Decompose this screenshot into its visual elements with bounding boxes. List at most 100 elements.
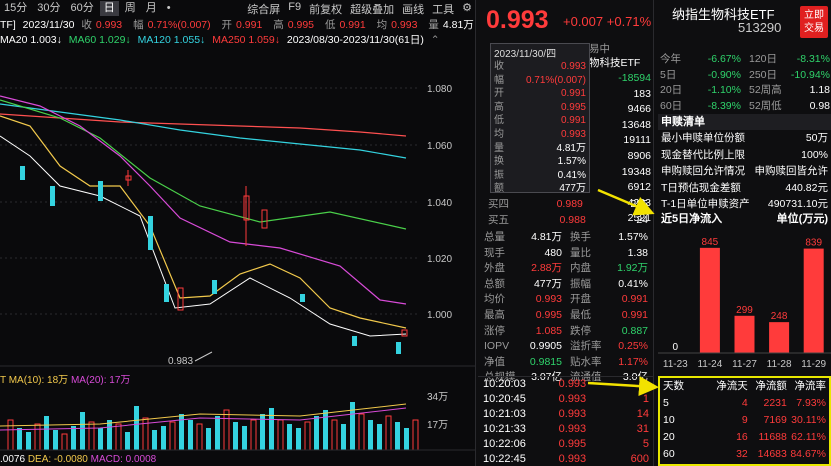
volume-bar	[395, 422, 400, 450]
ma20-line	[0, 95, 407, 305]
trade-tick-row: 10:20:45 0.993 1	[483, 393, 649, 405]
macd-legend: .0076 DEA: -0.0080 MACD: 0.0008	[0, 454, 157, 465]
flow-bar	[699, 247, 720, 353]
menu-overlay[interactable]: 超级叠加	[350, 3, 395, 16]
trade-ticks: 10:20:03 0.993 1 10:20:45 0.993 1 10:21:03 0.99…	[478, 376, 654, 466]
tooltip-row: 幅 0.71%(0.007)	[494, 74, 586, 86]
kline-chart-panel[interactable]: 15分 30分 60分 日 周 月 • 综合屏 F9 前复权 超级叠加 画线 工…	[0, 0, 476, 466]
tooltip-row: 收 0.993	[494, 61, 586, 72]
flow-value-label: 299	[736, 305, 753, 316]
performance-row: 5日 -0.90% 250日 -10.94%	[660, 68, 830, 81]
y-label-1060: 1.060	[427, 141, 452, 152]
trade-tick-row: 10:22:45 0.993 600	[483, 453, 649, 465]
redeem-row: 申购赎回允许情况 申购赎回皆允许	[661, 165, 828, 177]
volume-bar	[350, 402, 355, 450]
menu-adjust[interactable]: 前复权	[309, 3, 343, 16]
volume-bar	[71, 426, 76, 450]
volume-bar	[98, 428, 103, 450]
ma120-line	[0, 103, 407, 159]
ma5-line	[0, 135, 407, 337]
tooltip-row: 均 0.993	[494, 128, 586, 140]
fund-code: 513290	[738, 20, 782, 35]
stats-row: 均价 0.993 开盘 0.991	[484, 293, 648, 306]
volume-bar	[233, 422, 238, 450]
menu-f9[interactable]: F9	[288, 0, 302, 13]
volume-bar	[115, 423, 122, 451]
tab-day[interactable]: 日	[99, 1, 119, 16]
volume-bar	[296, 428, 301, 450]
volume-bar	[44, 416, 49, 450]
candles	[20, 166, 408, 354]
ma-legend: MA20 1.003↓ MA60 1.029↓ MA120 1.055↓ MA2…	[0, 32, 475, 46]
volume-bar	[188, 420, 193, 450]
ma60-line	[0, 99, 407, 230]
volume-bar	[287, 424, 292, 450]
volume-bar	[404, 428, 409, 450]
volume-bar	[107, 420, 112, 450]
flow-stats-row: 60 32 14683 84.67%	[663, 448, 826, 460]
flow-stats-row: 5 4 2231 7.93%	[663, 397, 826, 409]
trade-now-button[interactable]: 立即 交易	[800, 6, 828, 38]
flow-bar	[734, 315, 755, 353]
volume-bar	[412, 419, 419, 451]
y-label-1040: 1.040	[427, 198, 452, 209]
stats-row: 涨停 1.085 跌停 0.887	[484, 324, 648, 337]
flow-title: 近5日净流入	[661, 213, 723, 225]
menu-tools[interactable]: 工具	[432, 3, 455, 16]
current-price: 0.993	[486, 6, 549, 34]
tooltip-row: 换 1.57%	[494, 156, 586, 168]
candle-tooltip: 2023/11/30/四 收 0.993 幅 0.71%(0.007) 开 0.991 高 0…	[490, 43, 590, 194]
flow-bar	[769, 322, 790, 353]
volume-bar	[277, 419, 284, 451]
period-toolbar: 15分 30分 60分 日 周 月 • 综合屏 F9 前复权 超级叠加 画线 工…	[0, 0, 475, 17]
volume-bar	[358, 413, 365, 451]
stats-row: IOPV 0.9905 溢折率 0.25%	[484, 340, 648, 353]
stats-row: 净值 0.9815 贴水率 1.17%	[484, 355, 648, 368]
volume-bar	[242, 426, 247, 450]
volume-bar	[161, 426, 166, 450]
flow-value-label: 248	[771, 311, 788, 322]
volume-bar	[88, 421, 95, 451]
ma250-label: MA250 1.059↓	[212, 34, 280, 46]
flow-x-label: 11-29	[801, 359, 826, 370]
flow-value-label: 839	[805, 238, 822, 249]
vol-tick-34: 34万	[427, 392, 448, 403]
volume-bar	[341, 424, 346, 450]
redeem-title: 申赎清单	[658, 114, 831, 130]
flow-value-label: 845	[702, 237, 719, 248]
trade-tick-row: 10:20:03 0.993 1	[483, 378, 649, 390]
ma250-line	[0, 113, 407, 137]
dot-menu-icon[interactable]: •	[166, 2, 171, 14]
flow-stats-row: 20 16 11688 62.11%	[663, 431, 826, 443]
flow-stats-table: 天数 净流天 净流额 净流率 5 4 2231 7.93% 10 9 7169 30.11% 20 16…	[658, 376, 831, 466]
tab-30min[interactable]: 30分	[37, 2, 61, 14]
stats-row: 现手 480 量比 1.38	[484, 246, 648, 259]
trade-tick-row: 10:21:33 0.993 31	[483, 423, 649, 435]
settings-gear-icon[interactable]: ⚙	[462, 1, 472, 14]
buy-orders: 买四 0.989 235 买五 0.988 24	[488, 198, 648, 226]
tab-week[interactable]: 周	[124, 2, 136, 14]
menu-overview[interactable]: 综合屏	[247, 3, 281, 16]
volume-bar	[169, 421, 176, 451]
quote-line: TF] 2023/11/30 收 0.993 幅 0.71%(0.007) 开 0.9…	[0, 19, 474, 31]
volume-bar	[17, 428, 22, 450]
collapse-icon[interactable]: ⌃	[430, 34, 440, 46]
stats-row: 总额 477万 振幅 0.41%	[484, 277, 648, 290]
vol-ma10-line	[0, 403, 407, 427]
volume-bar	[215, 416, 220, 450]
volume-bar	[377, 424, 382, 450]
tab-month[interactable]: 月	[145, 2, 157, 14]
flow-stats-row: 10 9 7169 30.11%	[663, 414, 826, 426]
redeem-row: 最小申赎单位份额 50万	[661, 132, 828, 144]
volume-bar	[331, 419, 338, 451]
volume-bar	[125, 432, 130, 450]
trade-tick-row: 10:22:06 0.995 5	[483, 438, 649, 450]
volume-bar	[385, 415, 392, 451]
tab-60min[interactable]: 60分	[70, 2, 94, 14]
menu-draw[interactable]: 画线	[402, 3, 425, 16]
performance-row: 今年 -6.67% 120日 -8.31%	[660, 53, 830, 65]
volume-bar	[53, 430, 58, 450]
volume-bar	[7, 419, 14, 451]
flow-bar-svg: 0 11-23 845 11-24 299 11-27 248 11-28 839 11-29	[658, 237, 831, 370]
tab-15min[interactable]: 15分	[4, 2, 28, 14]
